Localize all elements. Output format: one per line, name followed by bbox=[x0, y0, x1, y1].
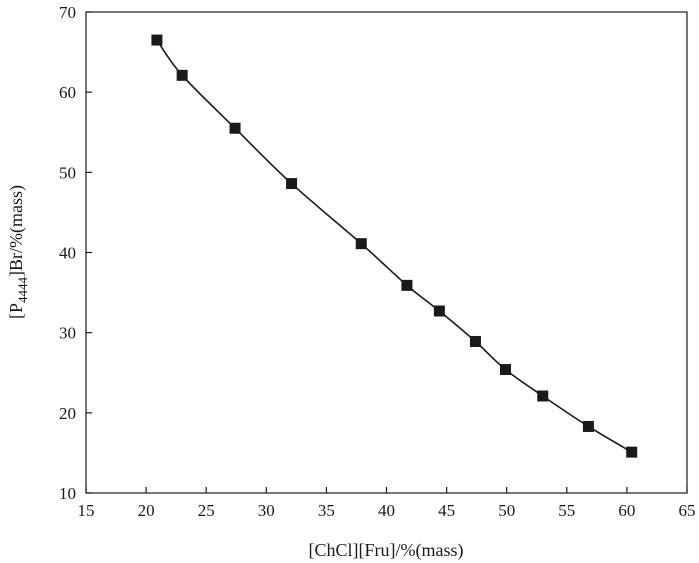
y-axis-title: [P4444]Br/%(mass) bbox=[6, 185, 30, 319]
x-tick-label: 60 bbox=[618, 501, 635, 520]
y-tick-label: 50 bbox=[59, 163, 76, 182]
x-tick-label: 65 bbox=[679, 501, 696, 520]
data-points bbox=[151, 34, 638, 458]
data-point-marker bbox=[469, 335, 481, 347]
x-axis-title: [ChCl][Fru]/%(mass) bbox=[309, 540, 464, 561]
y-axis-title-subscript: 4444 bbox=[15, 276, 30, 303]
fit-curve bbox=[156, 39, 633, 453]
x-tick-label: 45 bbox=[438, 501, 455, 520]
y-axis-title-suffix: ]Br/%(mass) bbox=[6, 185, 27, 277]
data-point-marker bbox=[626, 446, 638, 458]
y-tick-label: 40 bbox=[59, 244, 76, 263]
y-tick-label: 20 bbox=[59, 404, 76, 423]
data-point-marker bbox=[582, 420, 594, 432]
x-tick-label: 55 bbox=[558, 501, 575, 520]
data-point-marker bbox=[537, 390, 549, 402]
y-tick-label: 60 bbox=[59, 83, 76, 102]
x-tick-label: 25 bbox=[198, 501, 215, 520]
data-point-marker bbox=[355, 238, 367, 250]
data-point-marker bbox=[151, 34, 163, 46]
plot-area-frame bbox=[85, 11, 688, 494]
y-axis-ticks: 10 20 30 40 50 60 70 bbox=[59, 3, 92, 503]
data-point-marker bbox=[229, 122, 241, 134]
y-axis-title-prefix: [P bbox=[6, 303, 26, 319]
data-point-marker bbox=[176, 69, 188, 81]
data-point-marker bbox=[433, 305, 445, 317]
x-axis-ticks: 15 20 25 30 35 40 45 50 55 60 65 bbox=[78, 487, 696, 520]
x-tick-label: 15 bbox=[78, 501, 95, 520]
data-point-marker bbox=[401, 279, 413, 291]
y-tick-label: 10 bbox=[59, 484, 76, 503]
y-tick-label: 70 bbox=[59, 3, 76, 22]
data-point-marker bbox=[499, 364, 511, 376]
x-tick-label: 30 bbox=[258, 501, 275, 520]
y-tick-label: 30 bbox=[59, 324, 76, 343]
data-point-marker bbox=[286, 178, 298, 190]
x-tick-label: 40 bbox=[378, 501, 395, 520]
x-tick-label: 20 bbox=[138, 501, 155, 520]
x-tick-label: 35 bbox=[318, 501, 335, 520]
x-tick-label: 50 bbox=[498, 501, 515, 520]
